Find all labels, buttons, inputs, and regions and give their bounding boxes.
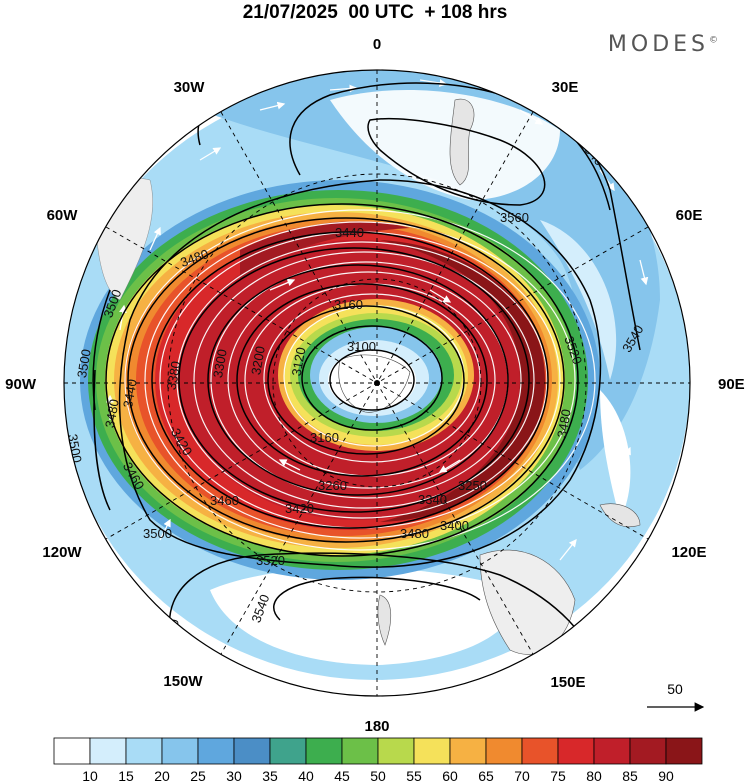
contour-label: 3160 bbox=[310, 430, 339, 445]
map-border bbox=[63, 69, 691, 697]
longitude-label: 0 bbox=[373, 36, 381, 53]
contour-label: 3460 bbox=[210, 493, 239, 508]
contour-label: 3260 bbox=[318, 478, 347, 493]
longitude-label: 60W bbox=[47, 207, 79, 224]
colorbar-tick-label: 15 bbox=[118, 768, 134, 782]
colorbar-tick-label: 50 bbox=[370, 768, 386, 782]
longitude-label: 150E bbox=[550, 674, 585, 691]
contour-label: 3520 bbox=[256, 553, 285, 568]
colorbar-tick-label: 25 bbox=[190, 768, 206, 782]
contour-label: 3480 bbox=[102, 398, 122, 429]
colorbar-tick-label: 40 bbox=[298, 768, 314, 782]
longitude-label: 30W bbox=[174, 79, 206, 96]
colorbar-tick-label: 60 bbox=[442, 768, 458, 782]
colorbar-tick-label: 35 bbox=[262, 768, 278, 782]
colorbar: 10 15 20 25 30 35 40 45 50 55 60 65 70 75 80 85 90 bbox=[53, 737, 703, 782]
colorbar-tick-label: 70 bbox=[514, 768, 530, 782]
colorbar-tick-label: 10 bbox=[82, 768, 98, 782]
reference-vector: 50 bbox=[647, 681, 705, 712]
contour-label: 3480 bbox=[400, 526, 429, 541]
colorbar-swatch bbox=[341, 737, 379, 765]
longitude-label: 90W bbox=[5, 376, 37, 393]
colorbar-swatch bbox=[269, 737, 307, 765]
longitude-labels: 0 30E 60E 90E 120E 150E 180 150W 120W 90… bbox=[5, 36, 745, 735]
colorbar-swatch bbox=[449, 737, 487, 765]
colorbar-swatch bbox=[593, 737, 631, 765]
contour-label: 3440 bbox=[120, 378, 140, 409]
longitude-label: 120E bbox=[671, 544, 706, 561]
colorbar-swatch bbox=[197, 737, 235, 765]
longitude-label: 180 bbox=[364, 718, 389, 735]
contour-label: 3520 bbox=[162, 618, 182, 649]
contour-label: 3400 bbox=[440, 518, 469, 533]
brand-mark: © bbox=[709, 35, 718, 46]
colorbar-swatch bbox=[53, 737, 91, 765]
colorbar-swatch bbox=[413, 737, 451, 765]
contour-label: 3480 bbox=[554, 408, 574, 439]
colorbar-tick-label: 75 bbox=[550, 768, 566, 782]
contour-label: 3420 bbox=[285, 501, 314, 516]
contour-label: 3100 bbox=[347, 339, 376, 354]
colorbar-swatch bbox=[305, 737, 343, 765]
contour-label: 3120 bbox=[289, 346, 309, 377]
colorbar-tick-label: 80 bbox=[586, 768, 602, 782]
contour-label: 3300 bbox=[210, 348, 230, 379]
brand-logo: MODES© bbox=[608, 32, 718, 57]
colorbar-tick-label: 45 bbox=[334, 768, 350, 782]
contour-label: 3560 bbox=[500, 210, 529, 225]
longitude-label: 150W bbox=[163, 673, 203, 690]
brand-name: MODES bbox=[607, 32, 709, 57]
colorbar-swatch bbox=[89, 737, 127, 765]
longitude-label: 30E bbox=[552, 79, 579, 96]
colorbar-tick-label: 20 bbox=[154, 768, 170, 782]
contour-label: 3500 bbox=[74, 348, 94, 379]
colorbar-swatch bbox=[161, 737, 199, 765]
colorbar-swatch bbox=[629, 737, 667, 765]
colorbar-swatch bbox=[233, 737, 271, 765]
longitude-label: 90E bbox=[718, 376, 745, 393]
contour-label: 3340 bbox=[418, 492, 447, 507]
colorbar-tick-label: 55 bbox=[406, 768, 422, 782]
map-title: 21/07/2025 00 UTC + 108 hrs bbox=[242, 2, 508, 23]
longitude-label: 60E bbox=[676, 207, 703, 224]
wind-speed-field: 3100 3160 3160 3120 3200 3260 3300 3340 … bbox=[64, 70, 690, 696]
colorbar-swatch bbox=[377, 737, 415, 765]
contour-label: 3380 bbox=[164, 360, 184, 391]
colorbar-swatch bbox=[665, 737, 703, 765]
contour-label: 3200 bbox=[248, 345, 268, 376]
colorbar-swatch bbox=[557, 737, 595, 765]
colorbar-tick-label: 65 bbox=[478, 768, 494, 782]
contour-label: 3500 bbox=[143, 526, 172, 541]
colorbar-swatch bbox=[125, 737, 163, 765]
contour-label: 3160 bbox=[334, 297, 363, 312]
colorbar-tick-label: 90 bbox=[658, 768, 674, 782]
contour-label: 3250 bbox=[458, 478, 487, 493]
colorbar-swatch bbox=[521, 737, 559, 765]
reference-vector-value: 50 bbox=[667, 681, 683, 697]
colorbar-tick-label: 85 bbox=[622, 768, 638, 782]
colorbar-swatch bbox=[485, 737, 523, 765]
longitude-label: 120W bbox=[42, 544, 82, 561]
contour-label: 3440 bbox=[335, 225, 364, 240]
colorbar-tick-label: 30 bbox=[226, 768, 242, 782]
